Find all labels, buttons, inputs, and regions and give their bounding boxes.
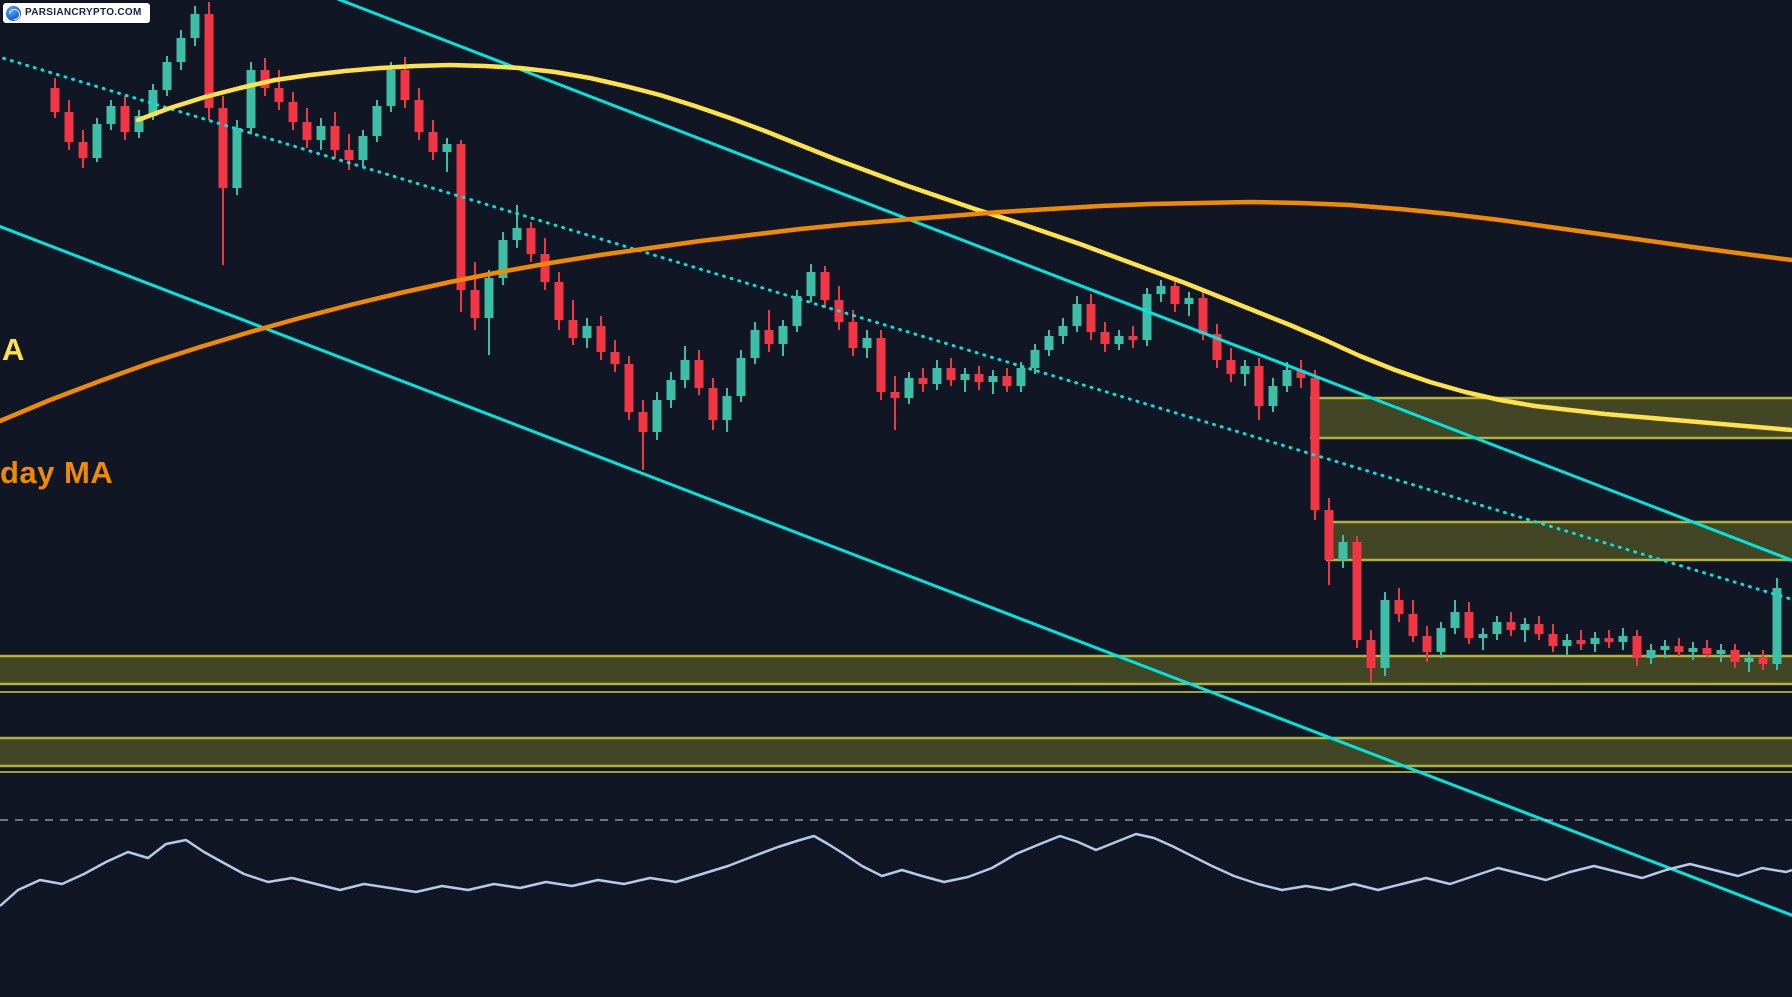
descending-channel-upper: [336, 0, 1792, 562]
support-zone-1: [0, 656, 1792, 684]
parsiancrypto-logo-icon: [6, 5, 21, 21]
oscillator-line: [0, 832, 1792, 907]
candlestick-series: [50, 2, 1782, 682]
orange-ma-label: day MA: [0, 455, 114, 490]
descending-channel-lower: [0, 224, 1792, 917]
slow-ma-orange (label cropped to 'day MA'): [0, 199, 1792, 424]
parsiancrypto-watermark: PARSIANCRYPTO.COM: [3, 3, 150, 23]
moving-averages: [0, 62, 1792, 433]
watermark-text: PARSIANCRYPTO.COM: [25, 7, 142, 18]
support-resistance-zones: [0, 396, 1792, 773]
support-zone-2: [0, 738, 1792, 766]
descending-dotted-trendline: [0, 55, 1792, 601]
resistance-zone-1: [1310, 398, 1792, 438]
fast-ma-yellow (label cropped to 'A'): [135, 62, 1792, 433]
trendlines: [0, 0, 1792, 917]
yellow-ma-label: A: [2, 332, 25, 367]
